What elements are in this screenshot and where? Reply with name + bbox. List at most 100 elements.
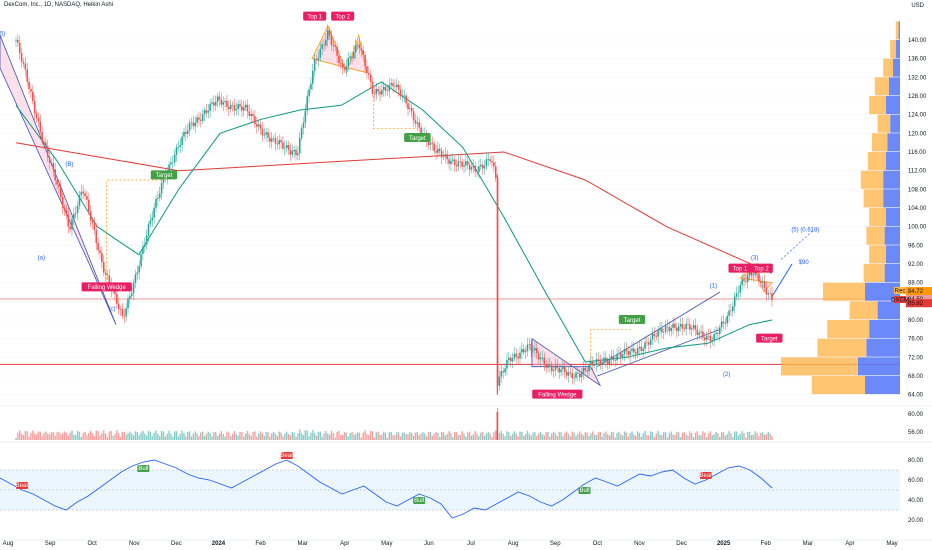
volume-bar [252,432,254,440]
volume-profile-sell-bar [858,357,900,376]
candle-body [207,110,210,113]
candle-body [313,59,316,71]
candle-body [466,161,469,165]
candle-body [106,274,109,276]
candle-body [285,145,288,148]
wave-label: (a) [38,255,45,261]
volume-bar [149,431,152,440]
candle-body [659,328,661,331]
candle-body [668,327,671,332]
candle-body [588,365,590,372]
volume-bar [459,434,461,440]
candle-body [265,132,267,135]
candle-body [457,161,460,167]
candle-body [435,151,437,153]
volume-bar [621,435,624,440]
volume-bar [397,432,400,440]
candle-body [649,339,652,345]
volume-bar [605,431,607,440]
volume-bar [733,431,736,440]
volume-bar [698,434,700,440]
volume-profile-buy-bar [849,301,878,320]
volume-bar [580,433,583,440]
candle-body [571,373,574,379]
candle-body [69,226,71,230]
price-tick-label: 72.00 [908,355,924,361]
volume-profile-buy-bar [863,264,885,283]
volume-bar [388,432,391,440]
volume-bar [110,431,112,440]
volume-bar [147,430,150,440]
volume-bar [276,435,279,440]
candle-body [173,154,176,163]
wave-label: (5) (0.618) [791,227,819,233]
volume-profile-buy-bar [811,376,865,395]
volume-profile-buy-bar [874,77,889,96]
price-tick-label: 124.00 [908,113,927,119]
volume-bar [481,431,484,440]
candle-body [414,120,417,124]
candle-body [345,66,348,70]
rsi-line [0,459,773,519]
candle-body [244,104,247,108]
volume-bar [315,435,318,440]
candle-body [392,83,394,87]
volume-bar [300,433,303,440]
volume-profile-buy-bar [823,282,865,301]
candle-body [573,377,575,379]
candle-body [239,104,241,107]
volume-profile-buy-bar [817,338,867,357]
price-target-label: $90 [799,260,810,266]
candle-body [302,122,305,128]
candle-body [500,371,503,377]
price-tick-label: 128.00 [908,94,927,100]
candle-body [45,142,47,147]
candle-body [308,89,310,97]
candle-body [28,81,30,90]
candle-body [160,182,163,194]
candle-body [737,292,740,294]
candle-body [328,30,331,36]
volume-bar [416,432,419,440]
volume-bar [231,433,234,440]
candle-body [306,96,308,111]
candle-body [633,348,635,353]
candle-body [605,357,607,361]
annotation-badge-label: Top 2 [754,266,769,272]
volume-bar [349,433,351,440]
candle-body [76,205,79,214]
candle-body [487,159,490,160]
volume-bar [129,431,131,440]
candle-body [147,224,150,236]
candle-body [534,347,536,351]
volume-bar [657,431,659,440]
candle-body [446,154,448,160]
volume-bar [41,436,43,440]
ma-200-line [15,142,773,274]
volume-bar [366,434,368,440]
volume-bar [627,436,629,440]
candle-body [603,357,605,363]
volume-bar [623,431,626,440]
candle-body [689,324,691,330]
axes: 140.00 136.00 132.00 128.00 124.00 120.00 116.… [3,38,932,547]
candle-body [256,124,258,127]
candle-body [151,217,154,221]
volume-bar [155,430,157,440]
candle-body [758,273,760,282]
wave-label: 5) [0,31,5,37]
volume-bar [282,436,284,440]
volume-bar [310,432,312,440]
volume-bar [607,434,609,440]
volume-bar [272,432,275,440]
volume-bar [45,431,47,440]
volume-bar [373,437,376,440]
volume-profile-buy-bar [890,40,896,59]
candle-body [608,359,611,364]
candle-body [297,153,299,156]
annotation-badge [728,263,752,273]
candle-body [246,104,249,112]
annotation-badge-label: Target [624,318,641,324]
candle-body [612,356,615,361]
